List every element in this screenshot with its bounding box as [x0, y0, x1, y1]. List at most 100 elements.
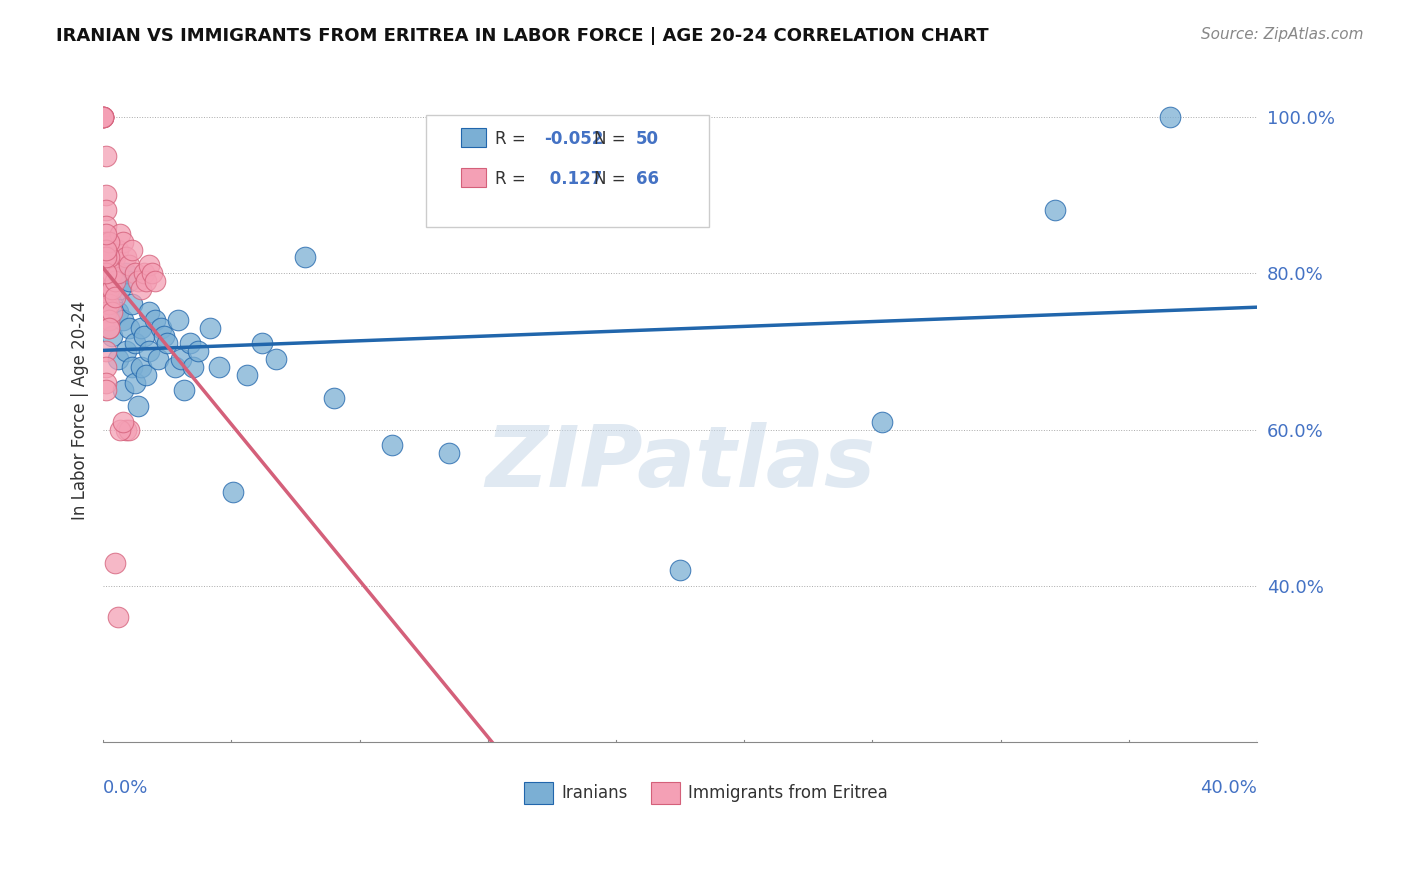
- Point: [104, 251, 127, 265]
- Point: [115, 251, 138, 265]
- Point: [439, 446, 461, 460]
- Point: [107, 305, 129, 319]
- Point: [115, 423, 138, 437]
- Point: [179, 336, 201, 351]
- Point: [107, 610, 129, 624]
- Point: [97, 235, 120, 249]
- Point: [129, 320, 152, 334]
- Point: [101, 282, 124, 296]
- Point: [94, 251, 117, 265]
- Point: [91, 110, 114, 124]
- Text: R =: R =: [495, 169, 526, 187]
- Point: [94, 266, 117, 280]
- Point: [155, 336, 177, 351]
- Text: 0.0%: 0.0%: [103, 779, 149, 797]
- Point: [97, 251, 120, 265]
- Text: Iranians: Iranians: [561, 784, 627, 802]
- FancyBboxPatch shape: [461, 169, 486, 187]
- Point: [94, 219, 117, 233]
- Point: [167, 313, 190, 327]
- Point: [107, 243, 129, 257]
- Point: [112, 313, 135, 327]
- Point: [138, 305, 160, 319]
- Point: [94, 243, 117, 257]
- Point: [207, 359, 229, 374]
- Point: [236, 368, 259, 382]
- Point: [94, 187, 117, 202]
- Point: [112, 384, 135, 398]
- Point: [141, 266, 163, 280]
- Point: [107, 352, 129, 367]
- Point: [129, 359, 152, 374]
- Point: [94, 251, 117, 265]
- Point: [138, 258, 160, 272]
- Point: [322, 391, 344, 405]
- Point: [127, 274, 149, 288]
- Point: [165, 359, 187, 374]
- Text: Source: ZipAtlas.com: Source: ZipAtlas.com: [1201, 27, 1364, 42]
- Text: 40.0%: 40.0%: [1201, 779, 1257, 797]
- Point: [104, 556, 127, 570]
- Point: [94, 289, 117, 303]
- Point: [124, 266, 146, 280]
- Text: N =: N =: [593, 129, 626, 147]
- FancyBboxPatch shape: [461, 128, 486, 147]
- Point: [94, 384, 117, 398]
- Point: [143, 274, 166, 288]
- Point: [149, 320, 172, 334]
- Point: [94, 203, 117, 218]
- Point: [152, 328, 174, 343]
- Point: [97, 320, 120, 334]
- Text: 50: 50: [637, 129, 659, 147]
- Point: [97, 251, 120, 265]
- Point: [94, 258, 117, 272]
- Point: [94, 235, 117, 249]
- Text: N =: N =: [593, 169, 626, 187]
- FancyBboxPatch shape: [651, 782, 681, 804]
- Point: [94, 359, 117, 374]
- Point: [94, 282, 117, 296]
- Point: [132, 266, 155, 280]
- Point: [118, 423, 141, 437]
- Point: [173, 384, 195, 398]
- Point: [97, 320, 120, 334]
- Point: [97, 251, 120, 265]
- Point: [91, 110, 114, 124]
- Point: [101, 266, 124, 280]
- Point: [94, 243, 117, 257]
- Point: [101, 328, 124, 343]
- Text: R =: R =: [495, 129, 526, 147]
- Point: [107, 266, 129, 280]
- Point: [94, 266, 117, 280]
- Point: [1043, 203, 1066, 218]
- Text: -0.052: -0.052: [544, 129, 603, 147]
- Text: Immigrants from Eritrea: Immigrants from Eritrea: [688, 784, 889, 802]
- Point: [129, 282, 152, 296]
- Point: [870, 415, 893, 429]
- Point: [97, 274, 120, 288]
- Point: [97, 313, 120, 327]
- Point: [222, 485, 245, 500]
- Point: [181, 359, 204, 374]
- Point: [294, 251, 316, 265]
- Point: [198, 320, 221, 334]
- Point: [669, 563, 692, 577]
- Point: [170, 352, 193, 367]
- FancyBboxPatch shape: [524, 782, 553, 804]
- Point: [94, 344, 117, 359]
- Point: [127, 399, 149, 413]
- Point: [118, 258, 141, 272]
- Point: [115, 344, 138, 359]
- Point: [104, 266, 127, 280]
- Point: [101, 297, 124, 311]
- Point: [110, 282, 132, 296]
- Point: [94, 297, 117, 311]
- Point: [94, 266, 117, 280]
- Text: IRANIAN VS IMMIGRANTS FROM ERITREA IN LABOR FORCE | AGE 20-24 CORRELATION CHART: IRANIAN VS IMMIGRANTS FROM ERITREA IN LA…: [56, 27, 988, 45]
- Point: [121, 359, 143, 374]
- Point: [1159, 110, 1181, 124]
- Point: [112, 415, 135, 429]
- Text: 0.127: 0.127: [544, 169, 602, 187]
- Point: [94, 266, 117, 280]
- Point: [121, 297, 143, 311]
